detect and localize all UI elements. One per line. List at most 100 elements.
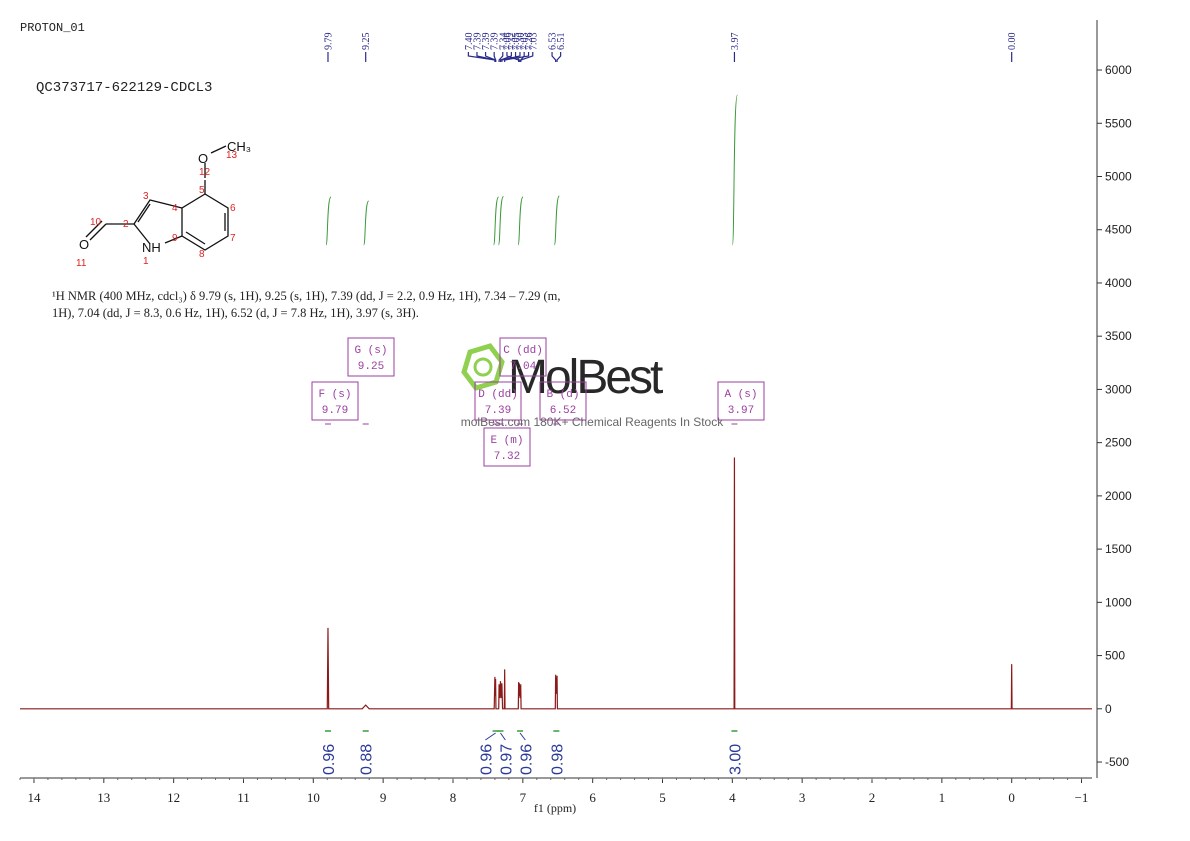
- multiplet-box: [311, 381, 359, 421]
- multiplet-box: [717, 381, 765, 421]
- peak-label: 7.40: [464, 33, 475, 51]
- x-tick-label: 5: [659, 790, 666, 805]
- nmr-description: ¹H NMR (400 MHz, cdcl₃) δ 9.79 (s, 1H), …: [52, 289, 561, 303]
- peak-connector: [504, 52, 530, 62]
- atom-number: 7: [230, 233, 236, 244]
- multiplet-box: [539, 381, 587, 421]
- peak-connector: [556, 52, 562, 62]
- integral-value: 0.96: [518, 744, 535, 775]
- atom-number: 1: [143, 256, 149, 267]
- y-tick-label: 500: [1105, 649, 1125, 663]
- peak-label: 6.51: [556, 33, 567, 51]
- multiplet-label: G (s): [354, 345, 387, 357]
- ring: [181, 193, 229, 251]
- atom-number: 2: [123, 219, 129, 230]
- atom-number: 6: [230, 203, 236, 214]
- peak-label: 7.34: [498, 33, 509, 51]
- integral-curve: [493, 196, 500, 246]
- x-tick-label: 1: [939, 790, 946, 805]
- y-tick-label: 4500: [1105, 223, 1132, 237]
- multiplet-shift: 6.52: [550, 405, 576, 417]
- x-axis-title: f1 (ppm): [534, 801, 576, 815]
- multiplet-shift: 7.04: [510, 361, 537, 373]
- x-tick-label: 6: [589, 790, 596, 805]
- watermark-tagline: molBest.com 180K+ Chemical Reagents In S…: [461, 415, 724, 429]
- multiplet-shift: 9.79: [322, 405, 348, 417]
- peak-label: 7.05: [511, 33, 522, 51]
- multiplet-shift: 7.39: [485, 405, 511, 417]
- multiplet-label: E (m): [490, 435, 523, 447]
- atom-label: O: [198, 151, 208, 166]
- peak-label: 7.03: [520, 33, 531, 51]
- y-tick-label: 5000: [1105, 169, 1132, 183]
- y-tick-label: 2500: [1105, 436, 1132, 450]
- logo-icon: [473, 357, 493, 377]
- multiplet-label: A (s): [724, 389, 757, 401]
- atom-number: 10: [90, 217, 102, 228]
- x-tick-label: 3: [799, 790, 806, 805]
- x-tick-label: 7: [520, 790, 527, 805]
- bond: [185, 231, 206, 245]
- integral-curve: [517, 196, 524, 246]
- x-tick-label: 4: [729, 790, 736, 805]
- spectrum-line: [20, 457, 1092, 710]
- x-tick-label: 12: [167, 790, 180, 805]
- bond: [137, 203, 151, 223]
- integral-curve: [731, 94, 738, 246]
- integral-curve: [553, 195, 560, 246]
- multiplet-box: [483, 427, 531, 467]
- bond: [164, 235, 183, 244]
- peak-label: 7.03: [528, 33, 539, 51]
- atom-number: 12: [199, 167, 211, 178]
- sample-name: QC373717-622129-CDCL3: [36, 80, 212, 96]
- multiplet-box: [474, 381, 522, 421]
- peak-connector: [551, 52, 557, 62]
- peak-connector: [467, 52, 496, 62]
- ring: [133, 199, 183, 245]
- integral-value: 0.88: [359, 744, 376, 775]
- peak-label: 7.06: [502, 33, 513, 51]
- y-tick-label: 3500: [1105, 329, 1132, 343]
- atom-number: 9: [172, 233, 178, 244]
- peak-connector: [520, 52, 534, 62]
- integral-value: 3.00: [727, 744, 744, 775]
- x-tick-label: 8: [450, 790, 457, 805]
- peak-connector: [514, 52, 520, 62]
- x-tick-label: 9: [380, 790, 387, 805]
- integral-curve: [325, 196, 332, 246]
- y-tick-label: 3000: [1105, 382, 1132, 396]
- x-tick-label: −1: [1075, 790, 1089, 805]
- atom-label: O: [79, 237, 89, 252]
- peak-connector: [476, 52, 497, 62]
- multiplet-label: F (s): [318, 389, 351, 401]
- atom-number: 5: [199, 185, 205, 196]
- bond: [89, 223, 107, 241]
- multiplet-shift: 3.97: [728, 405, 754, 417]
- atom-label: CH₃: [227, 139, 251, 154]
- multiplet-label: B (d): [546, 389, 579, 401]
- y-tick-label: 1000: [1105, 595, 1132, 609]
- peak-label: 0.00: [1007, 33, 1018, 51]
- integral-connector: [500, 732, 506, 741]
- multiplet-shift: 9.25: [358, 361, 384, 373]
- x-tick-label: 13: [97, 790, 110, 805]
- multiplet-box: [499, 337, 547, 377]
- integral-curve: [363, 200, 370, 246]
- y-tick-label: 6000: [1105, 63, 1132, 77]
- x-tick-label: 10: [307, 790, 320, 805]
- atom-number: 4: [172, 203, 178, 214]
- y-tick-label: 0: [1105, 702, 1112, 716]
- peak-label: 7.39: [490, 33, 501, 51]
- y-tick-label: 4000: [1105, 276, 1132, 290]
- integral-curve: [497, 196, 504, 246]
- peak-connector: [498, 52, 504, 62]
- peak-label: 7.32: [507, 33, 518, 51]
- y-tick-label: 2000: [1105, 489, 1132, 503]
- bond: [210, 145, 227, 154]
- y-tick-label: -500: [1105, 755, 1129, 769]
- peak-label: 9.79: [323, 33, 334, 51]
- peak-connector: [499, 52, 512, 62]
- peak-label: 7.26: [524, 33, 535, 51]
- atom-number: 11: [76, 258, 87, 269]
- peak-connector: [493, 52, 497, 62]
